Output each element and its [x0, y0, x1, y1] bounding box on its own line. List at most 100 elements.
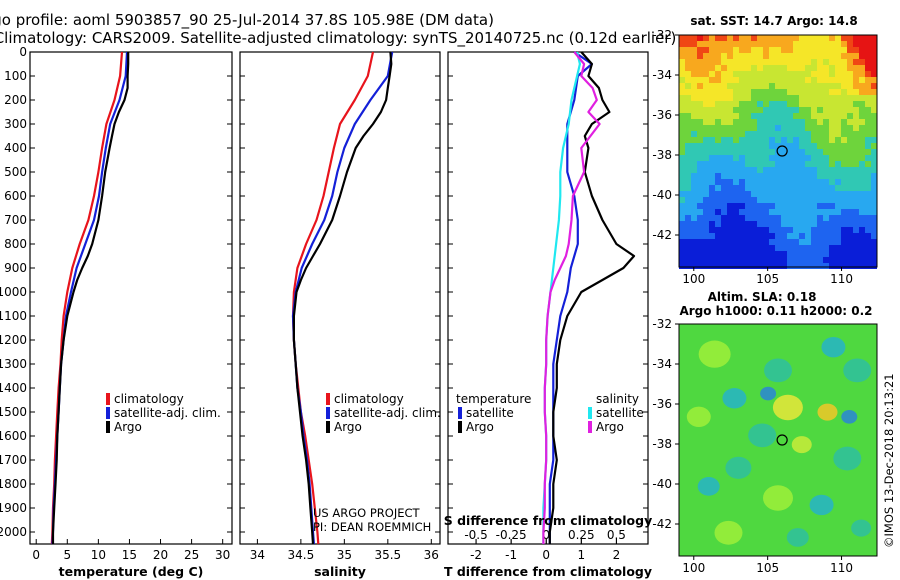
- sst-cell: [871, 161, 877, 167]
- sst-cell: [697, 113, 703, 119]
- sst-cell: [859, 203, 865, 209]
- sst-cell: [793, 77, 799, 83]
- sst-cell: [769, 209, 775, 215]
- sst-cell: [727, 155, 733, 161]
- sst-cell: [787, 221, 793, 227]
- sst-cell: [721, 263, 727, 269]
- sst-cell: [721, 35, 727, 41]
- sst-cell: [733, 173, 739, 179]
- sst-cell: [835, 215, 841, 221]
- sst-cell: [751, 185, 757, 191]
- sst-cell: [871, 245, 877, 251]
- sst-cell: [865, 263, 871, 269]
- sst-cell: [829, 173, 835, 179]
- sst-cell: [739, 215, 745, 221]
- depth-tick-label: 1600: [0, 429, 27, 443]
- sst-cell: [799, 107, 805, 113]
- sst-cell: [799, 191, 805, 197]
- sst-cell: [853, 119, 859, 125]
- sst-cell: [811, 155, 817, 161]
- sst-cell: [841, 113, 847, 119]
- sst-cell: [805, 167, 811, 173]
- sst-cell: [679, 131, 685, 137]
- sst-cell: [841, 77, 847, 83]
- argo-location-marker: [776, 145, 788, 157]
- sst-cell: [865, 77, 871, 83]
- project-credit: US ARGO PROJECT: [313, 506, 421, 520]
- sst-cell: [835, 65, 841, 71]
- sst-cell: [787, 203, 793, 209]
- sst-cell: [715, 257, 721, 263]
- sst-cell: [853, 233, 859, 239]
- sst-cell: [757, 167, 763, 173]
- sst-cell: [823, 47, 829, 53]
- sst-cell: [805, 227, 811, 233]
- sst-cell: [697, 215, 703, 221]
- sst-cell: [697, 95, 703, 101]
- sst-cell: [763, 221, 769, 227]
- sst-cell: [841, 41, 847, 47]
- sst-cell: [793, 83, 799, 89]
- sst-cell: [727, 251, 733, 257]
- legend-swatch-climatology: [326, 393, 330, 405]
- sst-cell: [859, 227, 865, 233]
- sst-cell: [751, 215, 757, 221]
- s-diff-x-tick-label: 0.25: [568, 528, 595, 542]
- sst-cell: [787, 143, 793, 149]
- sst-cell: [829, 239, 835, 245]
- sst-cell: [829, 221, 835, 227]
- sst-cell: [685, 53, 691, 59]
- sst-cell: [679, 209, 685, 215]
- sst-cell: [703, 149, 709, 155]
- sst-cell: [751, 155, 757, 161]
- sst-cell: [727, 143, 733, 149]
- sst-cell: [751, 203, 757, 209]
- sst-cell: [859, 119, 865, 125]
- sst-cell: [679, 89, 685, 95]
- sst-cell: [697, 119, 703, 125]
- sst-cell: [871, 155, 877, 161]
- sst-cell: [853, 101, 859, 107]
- sst-cell: [685, 77, 691, 83]
- sst-cell: [799, 119, 805, 125]
- sst-cell: [757, 173, 763, 179]
- map-y-tick-label: -38: [652, 437, 672, 451]
- sst-cell: [805, 83, 811, 89]
- sst-cell: [775, 119, 781, 125]
- sst-cell: [679, 143, 685, 149]
- sst-cell: [739, 113, 745, 119]
- salinity-x-label: salinity: [314, 564, 366, 579]
- sst-cell: [727, 47, 733, 53]
- sst-cell: [757, 119, 763, 125]
- sst-cell: [715, 185, 721, 191]
- sst-cell: [829, 65, 835, 71]
- map-y-tick-label: -36: [652, 108, 672, 122]
- sst-cell: [763, 83, 769, 89]
- sst-cell: [697, 53, 703, 59]
- sst-cell: [679, 215, 685, 221]
- sst-cell: [799, 179, 805, 185]
- sst-cell: [697, 137, 703, 143]
- sst-cell: [745, 263, 751, 269]
- sst-cell: [769, 185, 775, 191]
- sst-cell: [781, 107, 787, 113]
- t-diff-x-tick-label: -2: [470, 548, 482, 562]
- legend-swatch-argo: [326, 421, 330, 433]
- sst-cell: [841, 227, 847, 233]
- sst-cell: [709, 155, 715, 161]
- sst-cell: [823, 215, 829, 221]
- sst-cell: [697, 71, 703, 77]
- sst-cell: [847, 59, 853, 65]
- sst-cell: [817, 143, 823, 149]
- sst-cell: [823, 149, 829, 155]
- sst-cell: [709, 173, 715, 179]
- sst-cell: [739, 173, 745, 179]
- sst-cell: [799, 155, 805, 161]
- sst-cell: [775, 113, 781, 119]
- sst-cell: [853, 209, 859, 215]
- sst-cell: [787, 95, 793, 101]
- sst-cell: [817, 137, 823, 143]
- sst-cell: [721, 89, 727, 95]
- sst-cell: [733, 185, 739, 191]
- sst-cell: [757, 203, 763, 209]
